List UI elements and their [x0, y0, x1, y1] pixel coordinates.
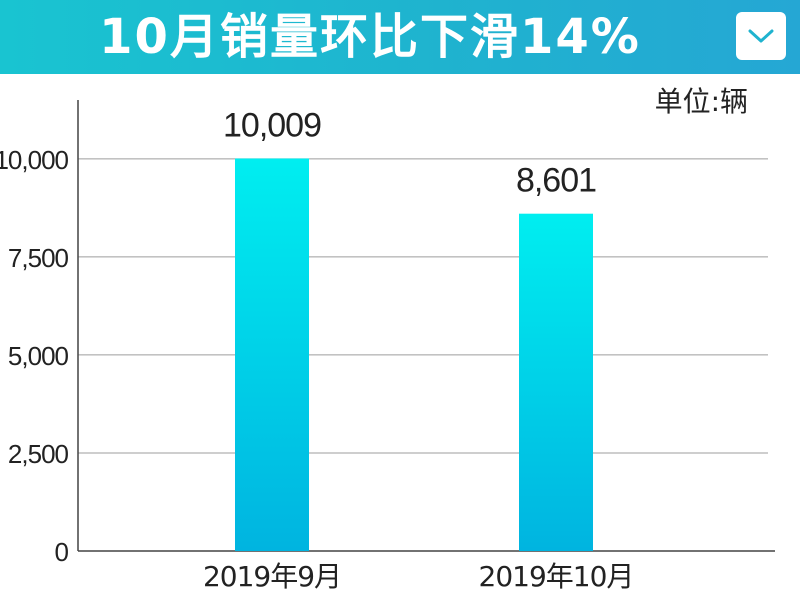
page-title: 10月销量环比下滑14%	[99, 9, 641, 65]
y-tick-label: 2,500	[8, 439, 69, 469]
y-tick-label: 10,000	[0, 145, 69, 175]
x-tick-label: 2019年10月	[479, 560, 634, 593]
bar	[519, 213, 593, 551]
expand-button[interactable]	[736, 12, 786, 60]
bar	[235, 158, 309, 551]
unit-label: 单位:辆	[654, 85, 748, 118]
header-banner: 10月销量环比下滑14%	[0, 0, 800, 74]
x-tick-label: 2019年9月	[203, 560, 341, 593]
data-label: 8,601	[516, 162, 596, 200]
y-tick-label: 7,500	[8, 243, 69, 273]
data-label: 10,009	[223, 106, 321, 144]
y-tick-label: 5,000	[8, 341, 69, 371]
y-tick-label: 0	[55, 537, 69, 567]
chevron-down-icon	[748, 29, 774, 43]
